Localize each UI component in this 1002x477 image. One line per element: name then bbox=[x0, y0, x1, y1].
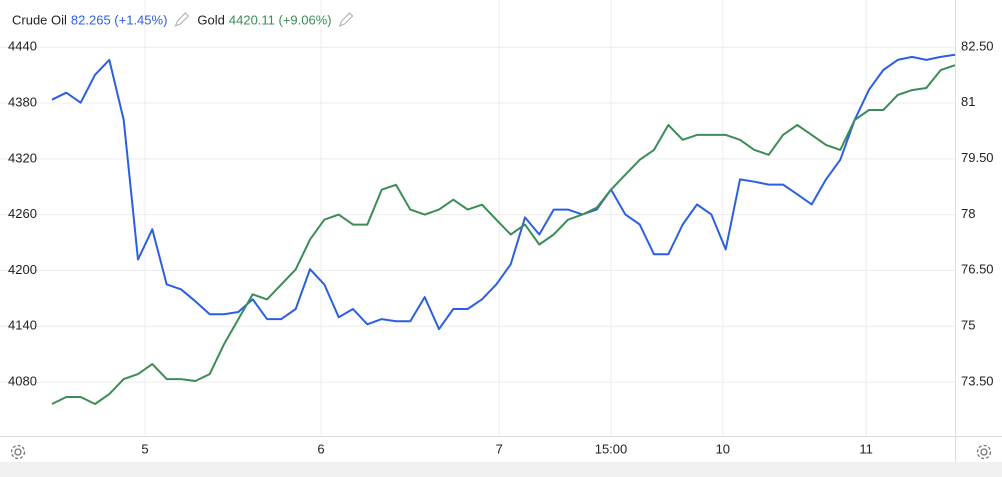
y2-tick-label: 76.50 bbox=[961, 262, 994, 277]
series-line bbox=[51, 53, 956, 331]
series-line bbox=[51, 64, 956, 405]
legend: Crude Oil 82.265 (+1.45%) Gold 4420.11 (+9.… bbox=[12, 12, 354, 27]
y-tick-label: 4320 bbox=[8, 150, 37, 165]
bottom-bar bbox=[0, 462, 1002, 477]
y2-tick-label: 79.50 bbox=[961, 150, 994, 165]
y2-tick-label: 73.50 bbox=[961, 373, 994, 388]
y2-tick-label: 78 bbox=[961, 206, 975, 221]
y-tick-label: 4440 bbox=[8, 39, 37, 54]
y2-tick-label: 81 bbox=[961, 94, 975, 109]
edit-icon[interactable] bbox=[174, 12, 190, 27]
y-tick-label: 4140 bbox=[8, 318, 37, 333]
legend-value: 4420.11 (+9.06%) bbox=[229, 12, 332, 27]
legend-name: Gold bbox=[197, 12, 224, 27]
x-tick-label: 10 bbox=[716, 441, 730, 456]
settings-icon[interactable] bbox=[10, 444, 26, 460]
legend-value: 82.265 (+1.45%) bbox=[71, 12, 167, 27]
edit-icon[interactable] bbox=[338, 12, 354, 27]
x-tick-label: 7 bbox=[496, 441, 503, 456]
x-tick-label: 11 bbox=[859, 441, 873, 456]
y2-tick-label: 82.50 bbox=[961, 38, 994, 53]
y-tick-label: 4200 bbox=[8, 262, 37, 277]
settings-icon[interactable] bbox=[976, 444, 992, 460]
y-tick-label: 4380 bbox=[8, 94, 37, 109]
x-tick-label: 15:00 bbox=[595, 441, 628, 456]
y-tick-label: 4260 bbox=[8, 206, 37, 221]
y-tick-label: 4080 bbox=[8, 373, 37, 388]
legend-name: Crude Oil bbox=[12, 12, 67, 27]
x-tick-label: 5 bbox=[141, 441, 148, 456]
x-tick-label: 6 bbox=[317, 441, 324, 456]
y2-tick-label: 75 bbox=[961, 318, 975, 333]
